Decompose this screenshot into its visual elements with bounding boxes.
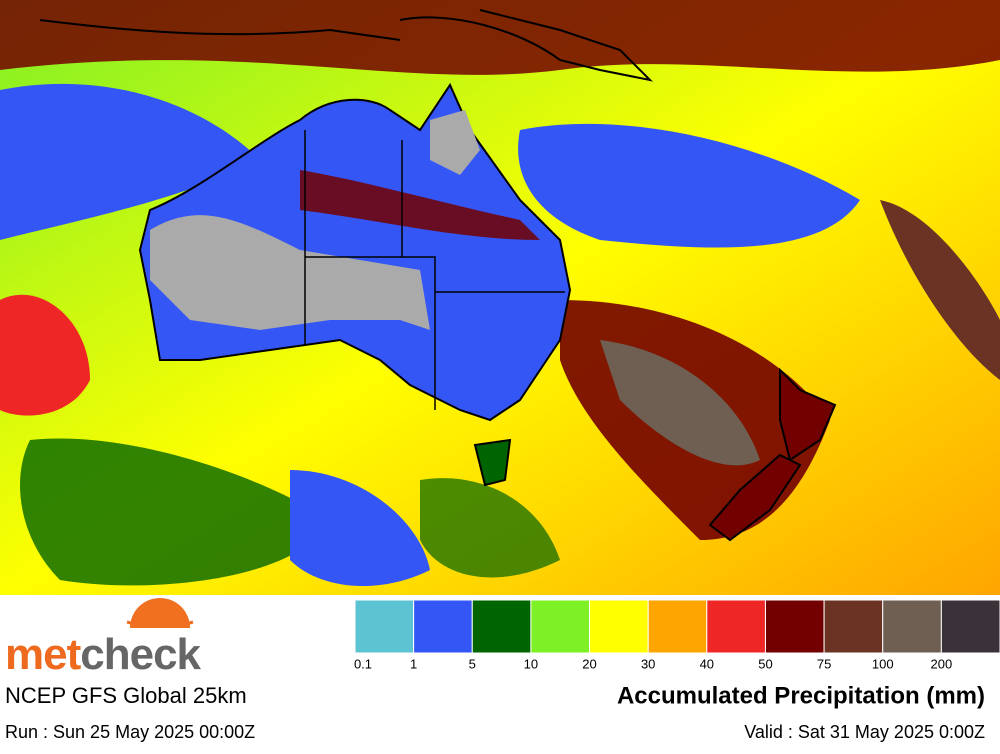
legend-swatch <box>706 599 766 654</box>
logo-text: check <box>80 630 201 679</box>
legend-label: 40 <box>700 656 714 671</box>
logo: metcheck <box>5 598 203 679</box>
legend-swatch <box>413 599 473 654</box>
logo-text: met <box>5 630 82 679</box>
legend-swatch <box>589 599 649 654</box>
legend-label: 1 <box>410 656 417 671</box>
valid-time: Valid : Sat 31 May 2025 0:00Z <box>744 722 985 742</box>
new-zealand <box>708 367 837 542</box>
legend-label: 5 <box>469 656 476 671</box>
legend-label: 200 <box>931 656 953 671</box>
legend-swatch <box>882 599 942 654</box>
australia <box>138 82 572 487</box>
model-name: NCEP GFS Global 25km <box>5 683 247 708</box>
legend-label: 100 <box>872 656 894 671</box>
new-guinea <box>39 9 654 82</box>
svg-text:metcheck: metcheck <box>5 630 202 679</box>
legend-label: 30 <box>641 656 655 671</box>
legend-swatch <box>471 599 532 654</box>
legend-label: 50 <box>758 656 772 671</box>
run-time: Run : Sun 25 May 2025 00:00Z <box>5 722 255 742</box>
legend-swatch <box>647 599 708 654</box>
legend-swatch <box>354 599 415 654</box>
legend-swatch <box>764 599 825 654</box>
legend-swatch <box>530 599 591 654</box>
legend-label: 20 <box>582 656 596 671</box>
legend: 0.1 1 5 10 20 30 40 50 75 100 200 <box>354 599 1000 671</box>
legend-swatch <box>940 599 1000 654</box>
legend-label: 75 <box>817 656 831 671</box>
legend-label: 10 <box>524 656 538 671</box>
legend-title: Accumulated Precipitation (mm) <box>617 682 985 709</box>
legend-swatch <box>823 599 884 654</box>
legend-label: 0.1 <box>354 656 372 671</box>
